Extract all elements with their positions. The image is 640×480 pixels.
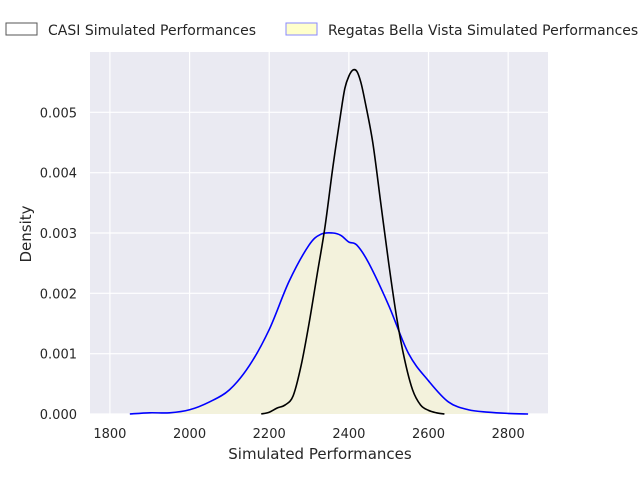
x-axis-ticks: 1800 2000 2200 2400 2600 2800 bbox=[93, 427, 524, 442]
x-tick-label: 2600 bbox=[412, 427, 445, 442]
y-tick-label: 0.003 bbox=[40, 227, 77, 242]
legend: CASI Simulated Performances Regatas Bell… bbox=[5, 22, 638, 39]
legend-swatch-casi bbox=[5, 22, 38, 36]
y-axis-label: Density bbox=[17, 205, 35, 262]
y-tick-label: 0.000 bbox=[40, 408, 77, 423]
y-tick-label: 0.004 bbox=[40, 167, 77, 182]
y-tick-label: 0.005 bbox=[40, 106, 77, 121]
y-tick-label: 0.002 bbox=[40, 287, 77, 302]
series-layer bbox=[129, 68, 529, 415]
y-axis-ticks: 0.000 0.001 0.002 0.003 0.004 0.005 bbox=[40, 106, 77, 423]
x-tick-label: 2000 bbox=[173, 427, 206, 442]
x-tick-label: 2400 bbox=[332, 427, 365, 442]
y-tick-label: 0.001 bbox=[40, 348, 77, 363]
x-axis-label: Simulated Performances bbox=[228, 445, 412, 463]
series-area-1 bbox=[129, 232, 529, 414]
x-tick-label: 2200 bbox=[253, 427, 286, 442]
series-line-1 bbox=[129, 231, 529, 415]
series-line-0 bbox=[261, 68, 445, 415]
x-tick-label: 1800 bbox=[93, 427, 126, 442]
legend-label-regatas: Regatas Bella Vista Simulated Performanc… bbox=[328, 23, 638, 39]
legend-swatch-regatas bbox=[285, 22, 318, 36]
legend-label-casi: CASI Simulated Performances bbox=[48, 23, 256, 39]
gridlines bbox=[90, 52, 548, 415]
x-tick-label: 2800 bbox=[492, 427, 525, 442]
